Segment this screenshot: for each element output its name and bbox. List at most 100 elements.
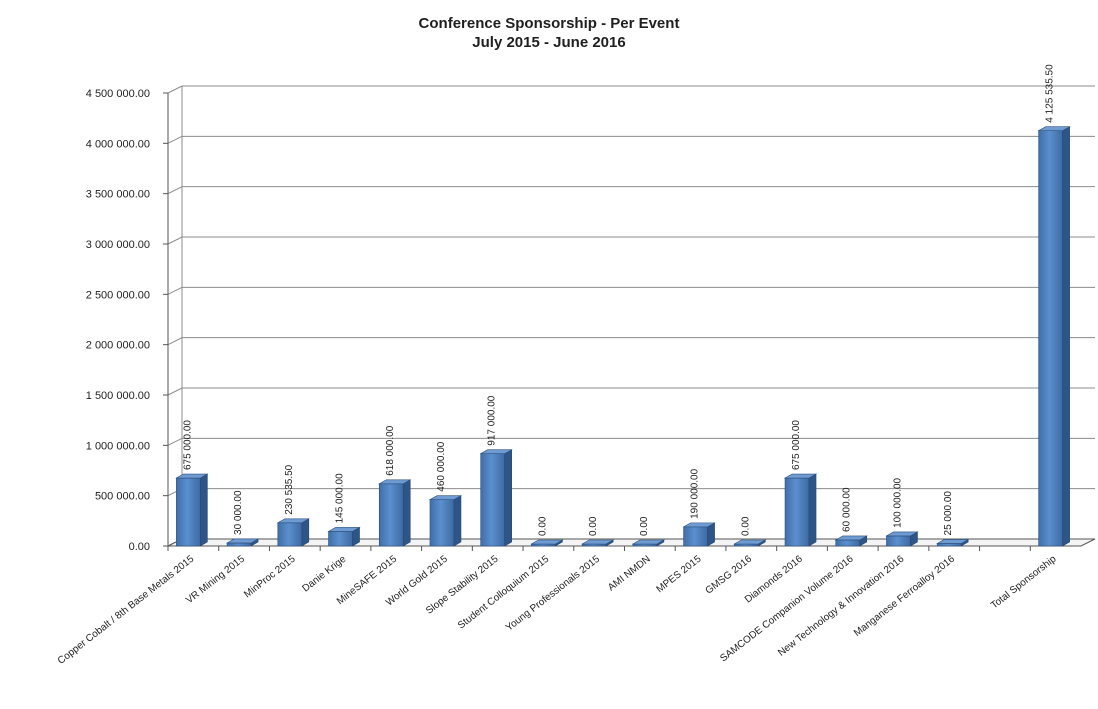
bar-front	[328, 531, 353, 547]
data-label: 675 000.00	[182, 420, 193, 470]
y-gridline	[167, 488, 1095, 497]
bar-side	[402, 479, 411, 547]
bar-side	[453, 495, 462, 547]
y-gridline	[167, 337, 1095, 346]
y-gridline	[167, 437, 1095, 446]
data-label: 0.00	[537, 516, 548, 536]
data-label: 0.00	[588, 516, 599, 536]
bar-top	[631, 539, 665, 545]
y-gridline	[167, 135, 1095, 144]
chart-title: Conference Sponsorship - Per Event	[418, 15, 680, 32]
data-label: 0.00	[740, 516, 751, 536]
x-category-label: Manganese Ferroalloy 2016	[852, 553, 957, 639]
bar	[530, 539, 564, 547]
bar-top	[175, 473, 209, 479]
y-gridline	[167, 387, 1095, 396]
bar-front	[277, 522, 303, 547]
bar	[428, 495, 463, 547]
data-label: 100 000.00	[892, 477, 903, 527]
y-tick-label: 500 000.00	[95, 491, 150, 503]
y-gridline	[167, 186, 1095, 195]
bars	[175, 126, 1071, 547]
bar-front	[378, 483, 404, 547]
x-category-label: Young Professionals 2015	[504, 553, 602, 633]
bar	[733, 539, 767, 547]
bar-front	[886, 535, 911, 547]
y-tick-label: 3 500 000.00	[86, 189, 150, 201]
data-label: 25 000.00	[943, 491, 954, 536]
axes	[163, 86, 1096, 551]
bar	[682, 522, 716, 547]
bar-top	[733, 539, 767, 545]
bar	[225, 538, 260, 547]
bar	[834, 535, 868, 547]
bar-side	[200, 473, 208, 547]
data-label: 618 000.00	[385, 425, 396, 475]
y-gridline	[167, 236, 1095, 245]
bar	[378, 479, 412, 547]
bar	[936, 538, 970, 547]
bar-side	[808, 473, 817, 547]
bar-top	[581, 539, 615, 545]
bar-top	[378, 479, 412, 485]
bar	[1037, 126, 1071, 547]
bar-front	[480, 453, 505, 547]
bar-top	[276, 518, 310, 524]
bar	[327, 526, 361, 547]
data-label: 60 000.00	[842, 487, 853, 532]
x-category-label: MPES 2015	[655, 553, 704, 595]
bar-top	[834, 535, 868, 541]
y-tick-label: 1 500 000.00	[86, 390, 150, 402]
data-label: 0.00	[639, 516, 650, 536]
y-tick-label: 2 000 000.00	[86, 340, 150, 352]
data-label: 190 000.00	[690, 468, 701, 518]
bar-side	[1062, 126, 1070, 547]
y-tick-label: 2 500 000.00	[86, 289, 150, 301]
bar-top	[327, 527, 361, 532]
data-label: 917 000.00	[487, 395, 498, 445]
bar-top	[885, 531, 919, 537]
bar	[276, 518, 310, 547]
x-category-label: Danie Krige	[300, 553, 348, 594]
bar-side	[504, 449, 512, 547]
bar-front	[176, 477, 201, 547]
x-category-label: Copper Cobalt / 8th Base Metals 2015	[56, 553, 197, 666]
bar-top	[428, 495, 463, 500]
bar-front	[1038, 130, 1063, 547]
y-tick-label: 4 500 000.00	[86, 88, 150, 100]
bar-side	[301, 518, 310, 547]
gridlines	[167, 85, 1095, 547]
data-label: 675 000.00	[791, 420, 802, 470]
x-category-label: Student Colloquium 2015	[456, 553, 552, 631]
y-tick-label: 0.00	[129, 541, 150, 553]
data-label: 230 535.50	[284, 464, 295, 514]
bar	[581, 539, 615, 547]
data-label: 30 000.00	[233, 490, 244, 535]
bar-front	[784, 477, 810, 547]
bar-front	[683, 526, 708, 547]
x-category-label: GMSG 2016	[704, 553, 755, 596]
y-tick-label: 3 000 000.00	[86, 239, 150, 251]
x-category-label: Total Sponsorship	[989, 553, 1059, 611]
bar-top	[783, 473, 818, 479]
chart-title-block: Conference Sponsorship - Per Event July …	[0, 14, 1098, 52]
y-gridline	[167, 85, 1095, 94]
y-tick-label: 1 000 000.00	[86, 440, 150, 452]
y-gridline	[167, 286, 1095, 295]
bar	[885, 531, 919, 547]
data-label: 460 000.00	[436, 441, 447, 491]
data-label: 145 000.00	[335, 473, 346, 523]
bar-front	[226, 542, 252, 547]
bar-front	[936, 543, 962, 547]
x-category-label: AMI NMDN	[606, 554, 653, 594]
bar	[631, 539, 665, 547]
bar-front	[835, 539, 861, 547]
bar	[783, 473, 818, 547]
bar	[175, 473, 209, 547]
bar-top	[1037, 126, 1071, 131]
data-label: 4 125 535.50	[1045, 64, 1056, 123]
labels: 0.00 500 000.00 1 000 000.00 1 500 000.00 2 …	[56, 64, 1059, 667]
bar	[479, 449, 513, 547]
bar-top	[530, 539, 564, 545]
bar-front	[429, 499, 455, 547]
